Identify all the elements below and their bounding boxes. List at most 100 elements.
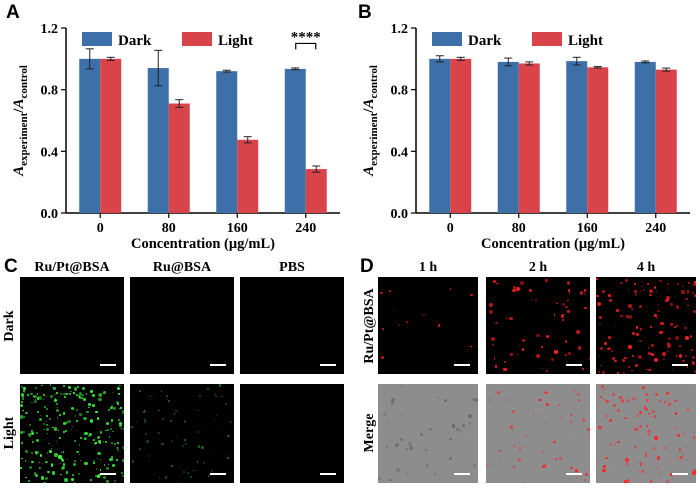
fluorescence-dot <box>570 438 573 441</box>
fluorescence-dot <box>608 418 613 423</box>
fluorescence-dot <box>44 460 48 464</box>
fluorescence-dot <box>596 294 599 298</box>
fluorescence-dot <box>617 440 620 444</box>
fluorescence-dot <box>568 292 571 295</box>
fluorescence-dot <box>610 349 614 353</box>
fluorescence-dot <box>521 348 525 351</box>
fluorescence-dot <box>684 354 687 357</box>
fluorescence-dot <box>77 473 80 476</box>
legend-swatch-dark <box>432 32 462 46</box>
fluorescence-dot <box>620 315 623 318</box>
fluorescence-dot <box>392 308 395 311</box>
fluorescence-dot <box>491 337 495 341</box>
fluorescence-dot <box>565 353 568 356</box>
fluorescence-dot <box>616 372 620 374</box>
fluorescence-dot <box>381 328 384 331</box>
panel-c-row-light: Light <box>2 416 17 450</box>
fluorescence-dot <box>29 435 32 438</box>
fluorescence-dot <box>110 406 113 410</box>
fluorescence-dot <box>512 465 516 468</box>
fluorescence-dot <box>585 473 589 476</box>
fluorescence-dot <box>33 394 37 398</box>
fluorescence-dot <box>682 285 684 288</box>
fluorescence-dot <box>636 414 639 418</box>
fluorescence-dot <box>584 306 588 310</box>
fluorescence-dot <box>538 398 541 402</box>
fluorescence-dot <box>95 411 98 414</box>
fluorescence-dot <box>597 354 600 357</box>
fluorescence-dot <box>80 437 82 439</box>
fluorescence-dot <box>627 479 630 483</box>
fluorescence-dot <box>78 395 81 398</box>
fluorescence-dot <box>93 439 95 442</box>
fluorescence-dot <box>667 283 669 285</box>
fluorescence-dot <box>41 384 44 387</box>
fluorescence-dot <box>654 314 658 317</box>
fluorescence-dot <box>23 392 26 394</box>
fluorescence-dot <box>45 396 47 398</box>
fluorescence-dot <box>55 408 59 412</box>
panel-d-row-merge: Merge <box>362 413 377 453</box>
fluorescence-dot <box>667 399 670 401</box>
fluorescence-dot <box>78 396 82 399</box>
fluorescence-dot <box>693 294 696 298</box>
fluorescence-dot <box>601 370 605 374</box>
fluorescence-dot <box>693 283 696 287</box>
fluorescence-dot <box>101 482 103 483</box>
micro-c-light-ru-bsa <box>130 384 234 483</box>
fluorescence-dot <box>88 435 91 438</box>
fluorescence-dot <box>97 457 99 459</box>
fluorescence-dot <box>30 431 35 436</box>
fluorescence-dot <box>544 391 548 395</box>
fluorescence-dot <box>59 462 62 464</box>
fluorescence-dot <box>385 393 387 395</box>
scale-bar <box>100 473 116 475</box>
fluorescence-dot <box>630 308 634 311</box>
fluorescence-dot <box>110 442 113 445</box>
fluorescence-dot <box>28 423 32 427</box>
fluorescence-dot <box>639 463 642 466</box>
fluorescence-dot <box>643 289 646 292</box>
fluorescence-dot <box>46 408 48 410</box>
fluorescence-dot <box>109 457 113 462</box>
chart-a: 0.0 0.4 0.8 1.2 0 80 160 240 Concentration (μg/m… <box>11 22 340 252</box>
fluorescence-dot <box>694 385 696 387</box>
fluorescence-dot <box>559 404 561 406</box>
fluorescence-dot <box>213 418 215 421</box>
fluorescence-dot <box>641 285 644 288</box>
fluorescence-dot <box>650 344 654 348</box>
fluorescence-dot <box>386 446 388 449</box>
fluorescence-dot <box>468 414 473 419</box>
fluorescence-dot <box>31 460 35 464</box>
fluorescence-dot <box>122 459 124 463</box>
fluorescence-dot <box>97 436 101 440</box>
micro-c-light-ru-pt-bsa <box>20 384 124 483</box>
fluorescence-dot <box>609 466 611 468</box>
fluorescence-dot <box>114 479 117 482</box>
x-tick-label: 80 <box>162 221 176 236</box>
fluorescence-dot <box>674 326 676 328</box>
fluorescence-dot <box>606 414 609 417</box>
fluorescence-dot <box>504 361 506 363</box>
fluorescence-dot <box>621 399 625 403</box>
fluorescence-dot <box>21 396 25 400</box>
fluorescence-dot <box>658 304 660 306</box>
fluorescence-dot <box>628 464 631 467</box>
fluorescence-dot <box>587 427 590 432</box>
fluorescence-dot <box>186 471 190 475</box>
fluorescence-dot <box>146 440 149 443</box>
fluorescence-dot <box>540 346 543 349</box>
fluorescence-dot <box>689 335 693 338</box>
bar-light-240 <box>305 169 327 213</box>
fluorescence-dot <box>568 352 572 356</box>
fluorescence-dot <box>493 358 495 360</box>
y-tick-label: 0.8 <box>41 84 59 99</box>
fluorescence-dot <box>73 387 77 391</box>
fluorescence-dot <box>36 439 40 443</box>
fluorescence-dot <box>22 389 25 392</box>
fluorescence-dot <box>634 427 638 432</box>
fluorescence-dot <box>90 389 93 393</box>
fluorescence-dot <box>170 419 173 422</box>
fluorescence-dot <box>218 384 222 387</box>
fluorescence-dot <box>175 409 178 413</box>
